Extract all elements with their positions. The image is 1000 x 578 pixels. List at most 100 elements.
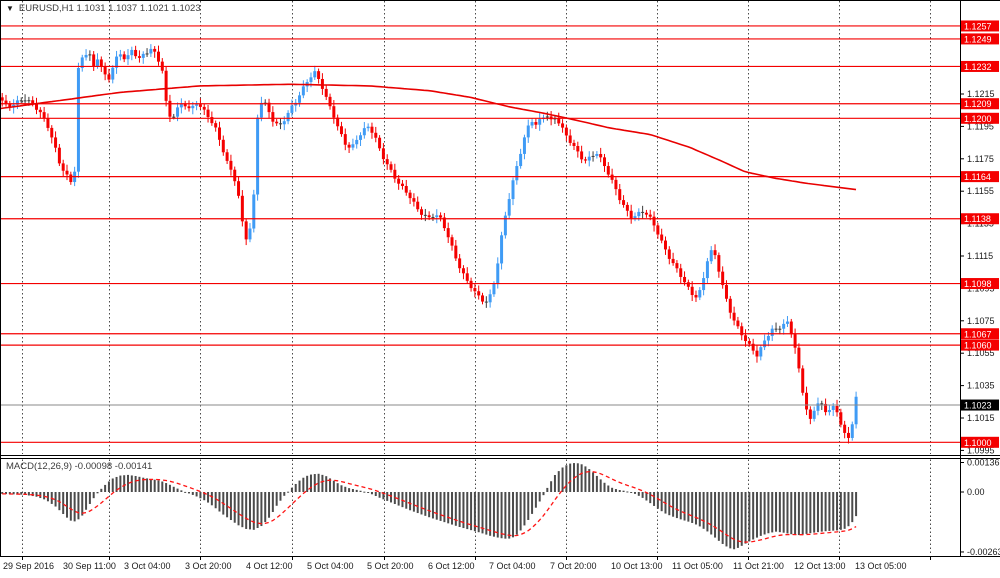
price-tick-label: 1.1035 xyxy=(967,381,995,391)
macd-bar xyxy=(599,479,602,492)
time-axis-label: 13 Oct 05:00 xyxy=(855,561,907,571)
candle xyxy=(347,144,351,148)
candle xyxy=(172,116,176,118)
candle xyxy=(454,245,458,259)
macd-bar xyxy=(843,492,846,529)
candle xyxy=(827,409,831,413)
candle xyxy=(69,174,73,183)
candle xyxy=(126,55,130,60)
macd-bar xyxy=(195,492,198,497)
macd-bar xyxy=(603,482,606,492)
macd-bar xyxy=(702,492,705,529)
candle xyxy=(290,105,294,113)
candle xyxy=(519,153,523,167)
macd-bar xyxy=(157,480,160,492)
price-tick-label: 1.1055 xyxy=(967,348,995,358)
time-axis[interactable]: 29 Sep 2016 30 Sep 11:00 3 Oct 04:00 3 Oct … xyxy=(3,556,931,571)
macd-bar xyxy=(836,492,839,531)
symbol-dropdown-icon[interactable]: ▼ xyxy=(6,3,14,13)
candle xyxy=(793,334,797,348)
macd-bar xyxy=(626,491,629,493)
candle xyxy=(118,54,122,57)
candle xyxy=(88,54,92,56)
macd-bar xyxy=(797,492,800,536)
macd-bar xyxy=(283,492,286,496)
candle xyxy=(667,249,671,259)
macd-bar xyxy=(733,492,736,550)
candle xyxy=(469,280,473,289)
candle xyxy=(801,368,805,393)
candle xyxy=(507,199,511,216)
macd-bar xyxy=(142,477,145,492)
price-axis[interactable]: 1.12151.11951.11751.11551.11351.11151.10… xyxy=(960,20,999,455)
macd-bar xyxy=(515,492,518,535)
macd-bar xyxy=(656,492,659,509)
candle xyxy=(15,100,19,105)
candle xyxy=(366,126,370,129)
candle xyxy=(698,290,702,298)
macd-bar xyxy=(698,492,701,527)
price-tick-label: 1.1015 xyxy=(967,413,995,423)
macd-bar xyxy=(588,469,591,492)
candle xyxy=(572,142,576,147)
candle xyxy=(774,328,778,330)
macd-bar xyxy=(351,489,354,492)
candle xyxy=(80,57,84,69)
candle xyxy=(568,135,572,143)
macd-axis: 0.00136 0.00 -0.00263 xyxy=(960,458,1000,557)
candle xyxy=(244,221,248,240)
macd-bar xyxy=(691,492,694,523)
macd-bar xyxy=(256,492,259,528)
candle xyxy=(629,210,633,219)
price-badge-label: 1.1164 xyxy=(964,172,991,182)
candle xyxy=(400,183,404,186)
candle xyxy=(545,116,549,118)
macd-bar xyxy=(462,492,465,529)
macd-bar xyxy=(744,492,747,544)
macd-bar xyxy=(557,471,560,492)
candle xyxy=(259,102,263,118)
candle xyxy=(19,100,23,102)
macd-bar xyxy=(321,474,324,492)
price-badge xyxy=(961,436,999,448)
candle xyxy=(54,137,58,148)
candle xyxy=(599,154,603,158)
macd-bar xyxy=(641,492,644,498)
candle xyxy=(122,54,126,60)
candle xyxy=(435,215,439,218)
candle xyxy=(656,225,660,235)
candle xyxy=(751,343,755,351)
panel-borders xyxy=(0,0,1000,557)
macd-bar xyxy=(752,492,755,540)
macd-bar xyxy=(553,474,556,492)
candle xyxy=(736,320,740,327)
macd-bar xyxy=(69,492,72,521)
candle xyxy=(610,174,614,180)
macd-bar xyxy=(740,492,743,546)
macd-bar xyxy=(687,492,690,522)
macd-bar xyxy=(694,492,697,525)
macd-bar xyxy=(126,474,129,492)
macd-bar xyxy=(96,492,99,494)
macd-bar xyxy=(569,463,572,492)
macd-bar xyxy=(721,492,724,544)
candle xyxy=(137,56,141,58)
macd-bar xyxy=(832,492,835,531)
candle xyxy=(663,240,667,250)
candle xyxy=(778,328,782,330)
macd-bar xyxy=(344,486,347,492)
candle xyxy=(252,194,256,229)
macd-bar xyxy=(447,492,450,524)
candle xyxy=(278,123,282,125)
candle xyxy=(275,121,279,124)
macd-bar xyxy=(92,492,95,499)
candle xyxy=(282,121,286,125)
candle xyxy=(336,117,340,127)
candle xyxy=(134,49,138,57)
candle xyxy=(351,144,355,148)
candle xyxy=(343,134,347,145)
macd-bar xyxy=(146,478,149,492)
macd-bar xyxy=(294,483,297,492)
macd-bar xyxy=(16,492,19,495)
